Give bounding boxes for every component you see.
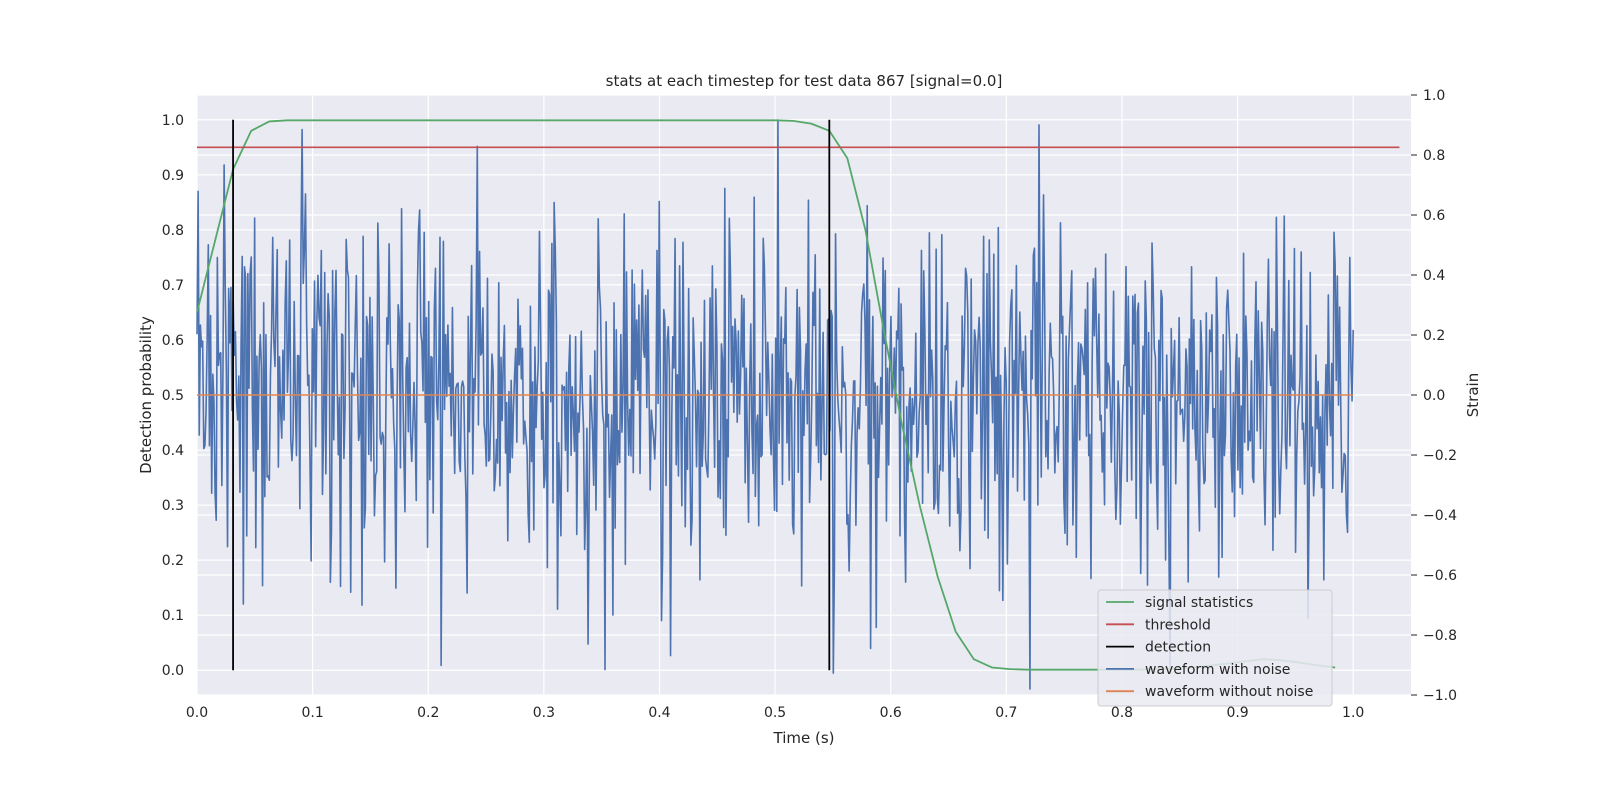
- x-tick-label: 0.6: [880, 705, 902, 721]
- y-tick-label: 0.4: [162, 443, 184, 459]
- y2-axis-label: Strain: [1464, 373, 1482, 417]
- y2-axis-ticks: −1.0 −0.8 −0.6 −0.4 −0.2 0.0 0.2 0.4 0.6 0.8 1.0: [1411, 88, 1457, 704]
- y2-tick-label: 0.8: [1423, 148, 1445, 164]
- x-tick-label: 0.3: [533, 705, 555, 721]
- x-tick-label: 0.7: [995, 705, 1017, 721]
- y-tick-label: 0.3: [162, 498, 184, 514]
- y-tick-label: 0.0: [162, 663, 184, 679]
- legend-box: [1097, 589, 1333, 707]
- y-tick-label: 0.7: [162, 278, 184, 294]
- legend-label: threshold: [1145, 617, 1211, 633]
- x-tick-label: 0.5: [764, 705, 786, 721]
- y2-tick-label: −0.6: [1423, 568, 1457, 584]
- x-tick-label: 0.8: [1111, 705, 1133, 721]
- y-tick-label: 0.5: [162, 388, 184, 404]
- x-tick-label: 0.2: [417, 705, 439, 721]
- x-axis-ticks: 0.0 0.1 0.2 0.3 0.4 0.5 0.6 0.7 0.8 0.9 1.0: [186, 705, 1364, 721]
- y2-tick-label: 0.4: [1423, 268, 1445, 284]
- x-axis-label: Time (s): [773, 729, 835, 747]
- legend: signal statistics threshold detection wavef…: [1097, 589, 1333, 707]
- legend-label: signal statistics: [1145, 595, 1253, 611]
- y-tick-label: 0.1: [162, 608, 184, 624]
- series-waveform-with-noise: [196, 119, 1354, 690]
- x-tick-label: 0.0: [186, 705, 208, 721]
- y-axis-label: Detection probability: [137, 316, 155, 474]
- x-tick-label: 1.0: [1342, 705, 1364, 721]
- y-tick-label: 1.0: [162, 113, 184, 129]
- y2-tick-label: 1.0: [1423, 88, 1445, 104]
- y-tick-label: 0.9: [162, 168, 184, 184]
- y2-tick-label: 0.2: [1423, 328, 1445, 344]
- legend-label: waveform with noise: [1145, 662, 1290, 678]
- y2-tick-label: −0.2: [1423, 448, 1457, 464]
- x-tick-label: 0.4: [648, 705, 670, 721]
- legend-label: waveform without noise: [1145, 684, 1313, 700]
- y2-tick-label: 0.0: [1423, 388, 1445, 404]
- chart-title: stats at each timestep for test data 867…: [606, 72, 1003, 90]
- y2-tick-label: −0.8: [1423, 628, 1457, 644]
- y-axis-ticks: 0.0 0.1 0.2 0.3 0.4 0.5 0.6 0.7 0.8 0.9 1.0: [162, 113, 184, 679]
- legend-label: detection: [1145, 640, 1211, 656]
- y-tick-label: 0.8: [162, 223, 184, 239]
- y2-tick-label: −1.0: [1423, 688, 1457, 704]
- y-tick-label: 0.2: [162, 553, 184, 569]
- y2-tick-label: −0.4: [1423, 508, 1457, 524]
- x-tick-label: 0.1: [301, 705, 323, 721]
- y2-tick-label: 0.6: [1423, 208, 1445, 224]
- y-tick-label: 0.6: [162, 333, 184, 349]
- x-tick-label: 0.9: [1226, 705, 1248, 721]
